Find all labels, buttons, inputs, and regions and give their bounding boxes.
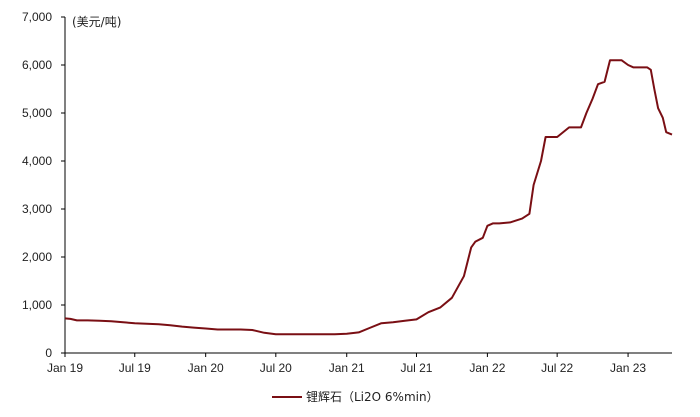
x-tick-label: Jul 22 — [541, 361, 573, 375]
y-tick-label: 1,000 — [22, 298, 52, 312]
x-tick-label: Jan 22 — [469, 361, 505, 375]
y-tick-label: 2,000 — [22, 250, 52, 264]
x-tick-label: Jan 20 — [188, 361, 224, 375]
y-tick-label: 5,000 — [22, 106, 52, 120]
y-tick-label: 4,000 — [22, 154, 52, 168]
y-axis-unit-label: (美元/吨) — [72, 15, 121, 29]
y-tick-label: 3,000 — [22, 202, 52, 216]
x-tick-label: Jan 19 — [47, 361, 83, 375]
y-tick-label: 7,000 — [22, 10, 52, 24]
y-axis-ticks — [61, 16, 65, 354]
x-tick-label: Jan 23 — [610, 361, 646, 375]
series-line-spodumene — [64, 59, 673, 336]
x-tick-label: Jan 21 — [329, 361, 365, 375]
x-tick-label: Jul 19 — [119, 361, 151, 375]
x-tick-label: Jul 21 — [400, 361, 432, 375]
x-tick-label: Jul 20 — [260, 361, 292, 375]
y-tick-label: 0 — [45, 346, 52, 360]
y-axis-tick-labels: 0 1,000 2,000 3,000 4,000 5,000 6,000 7,000 — [22, 10, 52, 360]
legend: 锂辉石（Li2O 6%min） — [272, 389, 439, 404]
y-tick-label: 6,000 — [22, 58, 52, 72]
legend-label: 锂辉石（Li2O 6%min） — [306, 389, 439, 404]
x-axis-tick-labels: Jan 19 Jul 19 Jan 20 Jul 20 Jan 21 Jul 21 Jan … — [47, 361, 646, 375]
x-axis-ticks — [64, 353, 629, 357]
